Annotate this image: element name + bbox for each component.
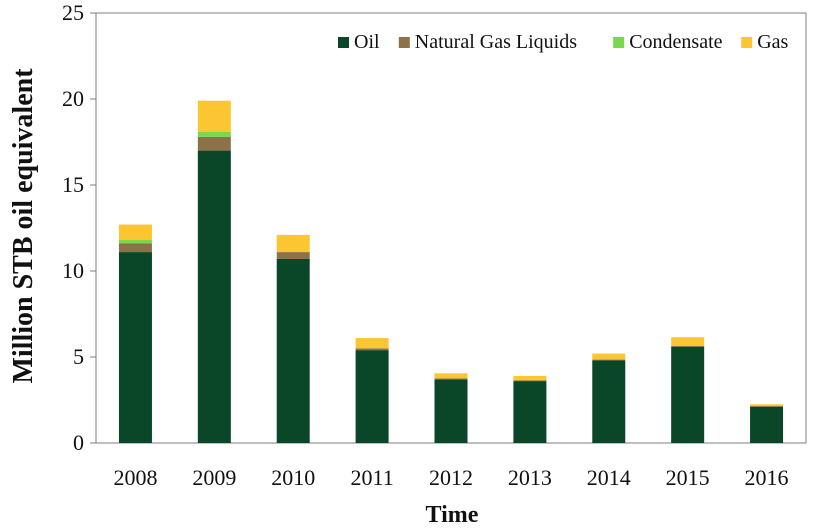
bar-gas-2013 bbox=[513, 375, 547, 381]
x-tick-label-2013: 2013 bbox=[508, 465, 552, 490]
x-tick-label-2014: 2014 bbox=[587, 465, 631, 490]
y-tick-label: 15 bbox=[62, 172, 84, 197]
legend-label: Natural Gas Liquids bbox=[415, 31, 577, 53]
bar-oil-2015 bbox=[671, 346, 705, 443]
legend-item-gas: Gas bbox=[741, 31, 789, 53]
bars-layer bbox=[118, 100, 784, 443]
bar-natural-gas-liquids-2010 bbox=[276, 252, 310, 259]
legend-swatch bbox=[741, 37, 753, 48]
legend-item-condensate: Condensate bbox=[613, 31, 723, 53]
bar-oil-2009 bbox=[197, 150, 231, 443]
bar-natural-gas-liquids-2011 bbox=[355, 348, 389, 351]
bar-oil-2016 bbox=[750, 406, 784, 443]
bar-stack-2014 bbox=[592, 353, 626, 443]
bar-oil-2010 bbox=[276, 258, 310, 443]
bar-stack-2010 bbox=[276, 234, 310, 443]
y-axis: 0 5 10 15 20 25 bbox=[62, 0, 96, 455]
y-tick-label: 5 bbox=[73, 344, 84, 369]
y-axis-title: Million STB oil equivalent bbox=[8, 68, 39, 384]
bar-natural-gas-liquids-2015 bbox=[671, 345, 705, 347]
bar-natural-gas-liquids-2012 bbox=[434, 378, 468, 380]
bar-gas-2015 bbox=[671, 337, 705, 346]
bar-natural-gas-liquids-2016 bbox=[750, 406, 784, 407]
legend-item-natural-gas-liquids: Natural Gas Liquids bbox=[398, 31, 577, 53]
bar-oil-2011 bbox=[355, 350, 389, 443]
bar-gas-2010 bbox=[276, 234, 310, 253]
bar-gas-2012 bbox=[434, 373, 468, 379]
legend-swatch bbox=[398, 37, 410, 48]
bar-oil-2008 bbox=[118, 252, 152, 443]
x-tick-label-2009: 2009 bbox=[192, 465, 236, 490]
bar-gas-2016 bbox=[750, 404, 784, 407]
x-tick-label-2012: 2012 bbox=[429, 465, 473, 490]
bar-stack-2013 bbox=[513, 375, 547, 443]
bar-natural-gas-liquids-2013 bbox=[513, 380, 547, 382]
x-tick-label-2011: 2011 bbox=[351, 465, 394, 490]
bar-condensate-2009 bbox=[197, 131, 231, 137]
legend: Oil Natural Gas Liquids Condensate Gas bbox=[338, 31, 789, 53]
legend-label: Gas bbox=[757, 31, 788, 53]
legend-swatch bbox=[613, 37, 625, 48]
legend-item-oil: Oil bbox=[338, 31, 380, 53]
bar-gas-2014 bbox=[592, 353, 626, 360]
x-tick-label-2016: 2016 bbox=[745, 465, 789, 490]
bar-stack-2011 bbox=[355, 338, 389, 443]
y-tick-label: 0 bbox=[73, 430, 84, 455]
legend-swatch bbox=[338, 37, 349, 48]
y-tick-label: 10 bbox=[62, 258, 84, 283]
bar-natural-gas-liquids-2008 bbox=[118, 243, 152, 253]
bar-stack-2015 bbox=[671, 337, 705, 443]
bar-gas-2011 bbox=[355, 338, 389, 349]
bar-natural-gas-liquids-2009 bbox=[197, 136, 231, 151]
x-tick-label-2010: 2010 bbox=[271, 465, 315, 490]
y-tick-label: 25 bbox=[62, 0, 84, 25]
x-tick-label-2008: 2008 bbox=[113, 465, 157, 490]
bar-gas-2009 bbox=[197, 100, 231, 132]
bar-oil-2013 bbox=[513, 381, 547, 443]
x-axis-title: Time bbox=[426, 502, 479, 528]
bar-oil-2014 bbox=[592, 360, 626, 443]
bar-condensate-2008 bbox=[118, 240, 152, 244]
y-tick-label: 20 bbox=[62, 86, 84, 111]
legend-label: Condensate bbox=[629, 31, 722, 53]
bar-stack-2009 bbox=[197, 100, 231, 443]
legend-label: Oil bbox=[354, 31, 380, 53]
bar-stack-2016 bbox=[750, 404, 784, 443]
bar-gas-2008 bbox=[118, 224, 152, 241]
bar-oil-2012 bbox=[434, 379, 468, 443]
bar-stack-2008 bbox=[118, 224, 152, 443]
bar-stack-2012 bbox=[434, 373, 468, 443]
x-axis: 2008 2009 2010 2011 2012 2013 2014 2015 2016 bbox=[113, 465, 788, 490]
bar-natural-gas-liquids-2014 bbox=[592, 359, 626, 361]
x-tick-label-2015: 2015 bbox=[666, 465, 710, 490]
